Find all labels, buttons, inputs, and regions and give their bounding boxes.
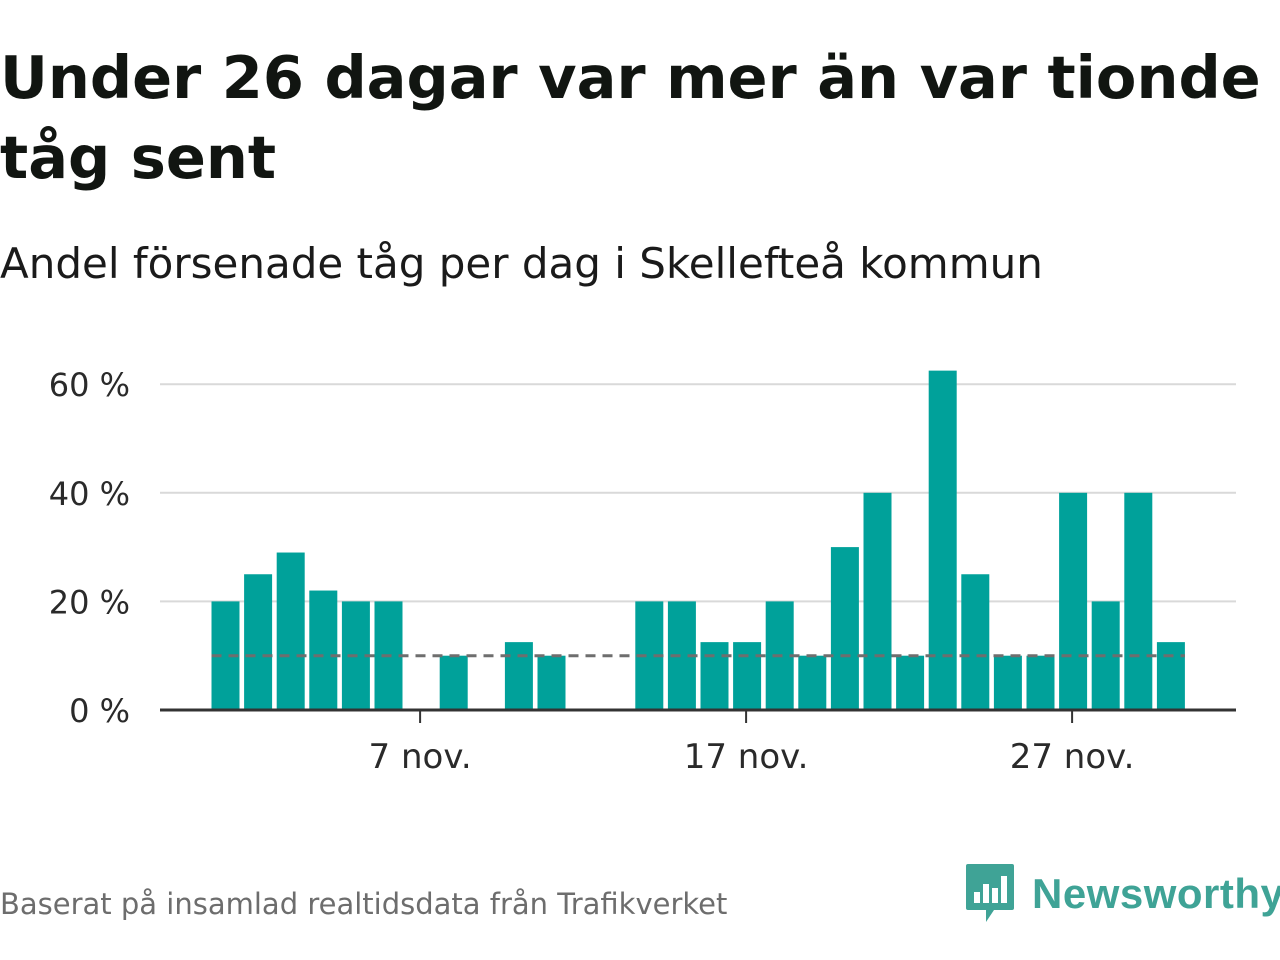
y-tick-label: 20 %	[49, 583, 130, 621]
x-tick-label: 17 nov.	[684, 737, 809, 777]
bar	[309, 590, 338, 710]
bar	[537, 655, 566, 710]
x-tick-label: 27 nov.	[1010, 737, 1135, 777]
grid-lines	[160, 383, 1236, 603]
chart-title: Under 26 dagar var mer än var tionde tåg…	[0, 43, 1261, 192]
bar	[504, 642, 533, 710]
chart-subtitle: Andel försenade tåg per dag i Skellefteå…	[0, 239, 1043, 288]
bar	[1026, 655, 1055, 710]
bars	[211, 370, 1185, 710]
brand: Newsworthy	[964, 862, 1280, 926]
bar	[244, 574, 273, 710]
bar	[863, 492, 892, 710]
brand-name: Newsworthy	[1032, 870, 1280, 917]
x-axis-labels: 7 nov. 17 nov. 27 nov.	[369, 737, 1135, 777]
bar	[928, 370, 957, 710]
bar	[439, 655, 468, 710]
bar	[896, 655, 925, 710]
x-tick-label: 7 nov.	[369, 737, 472, 777]
source-note: Baserat på insamlad realtidsdata från Tr…	[0, 887, 728, 921]
bar	[961, 574, 990, 710]
bar	[733, 642, 762, 710]
newsworthy-chart-bubble-icon	[966, 864, 1014, 922]
y-tick-label: 0 %	[69, 692, 130, 730]
y-axis-labels: 0 % 20 % 40 % 60 %	[49, 366, 130, 730]
bar	[830, 547, 859, 710]
y-tick-label: 40 %	[49, 475, 130, 513]
bar	[1059, 492, 1088, 710]
bar-chart: 0 % 20 % 40 % 60 % 7 nov. 17 nov. 27 nov.	[49, 366, 1236, 777]
y-tick-label: 60 %	[49, 366, 130, 404]
bar	[798, 655, 827, 710]
bar	[1156, 642, 1185, 710]
x-axis	[160, 708, 1236, 723]
bar	[276, 552, 305, 710]
bar	[1124, 492, 1153, 710]
bar	[993, 655, 1022, 710]
bar	[700, 642, 729, 710]
